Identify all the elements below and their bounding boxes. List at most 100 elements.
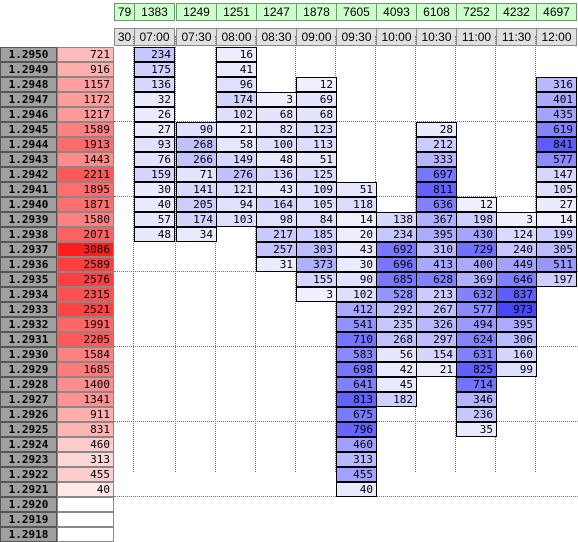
volume-cell: 916 [57,62,114,77]
grid-line [175,36,176,472]
tpo-cell: 646 [496,272,537,287]
tpo-cell: 697 [416,167,457,182]
tpo-cell: 93 [134,137,175,152]
session-total: 1249 [176,3,217,21]
tpo-cell: 528 [376,287,417,302]
time-label[interactable]: 07:00 [134,28,175,46]
volume-cell: 455 [57,467,114,482]
tpo-cell: 12 [456,197,497,212]
tpo-cell: 160 [496,347,537,362]
tpo-cell: 12 [296,77,337,92]
tpo-cell: 40 [336,482,377,497]
volume-cell: 1580 [57,212,114,227]
tpo-cell: 113 [296,137,337,152]
tpo-cell: 636 [416,197,457,212]
tpo-cell: 305 [536,242,577,257]
price-label: 1.2919 [0,512,57,527]
tpo-cell: 28 [416,122,457,137]
tpo-cell: 175 [134,62,175,77]
volume-cell: 1157 [57,77,114,92]
time-label[interactable]: 09:30 [336,28,377,46]
volume-cell: 2205 [57,332,114,347]
tpo-cell: 430 [456,227,497,242]
tpo-cell: 21 [216,122,257,137]
time-label[interactable]: 09:00 [296,28,337,46]
tpo-cell: 43 [256,182,297,197]
tpo-cell: 21 [416,362,457,377]
volume-cell: 2071 [57,227,114,242]
time-label[interactable]: 11:00 [456,28,497,46]
price-label: 1.2944 [0,137,57,152]
tpo-cell: 123 [296,122,337,137]
volume-cell: 1443 [57,152,114,167]
volume-cell: 40 [57,482,114,497]
volume-cell: 1217 [57,107,114,122]
volume-cell: 2211 [57,167,114,182]
tpo-cell: 34 [176,227,217,242]
tpo-cell: 632 [456,287,497,302]
tpo-cell: 136 [256,167,297,182]
tpo-cell: 212 [416,137,457,152]
tpo-cell: 675 [336,407,377,422]
time-label[interactable]: 10:30 [416,28,457,46]
tpo-cell: 90 [336,272,377,287]
price-label: 1.2943 [0,152,57,167]
tpo-cell: 257 [256,242,297,257]
tpo-cell: 619 [536,122,577,137]
price-label: 1.2945 [0,122,57,137]
tpo-cell: 94 [216,197,257,212]
tpo-cell: 297 [416,332,457,347]
time-label[interactable]: 11:30 [496,28,537,46]
session-total: 1383 [134,3,175,21]
time-label[interactable]: 07:30 [176,28,217,46]
tpo-cell: 213 [416,287,457,302]
time-label[interactable]: 10:00 [376,28,417,46]
tpo-cell: 577 [456,302,497,317]
tpo-cell: 14 [336,212,377,227]
session-total: 4093 [376,3,417,21]
session-total: 1251 [216,3,257,21]
tpo-cell: 449 [496,257,537,272]
grid-line [215,36,216,472]
price-label: 1.2918 [0,527,57,542]
tpo-cell: 76 [134,152,175,167]
tpo-cell: 174 [176,212,217,227]
tpo-cell: 729 [456,242,497,257]
time-label[interactable]: 08:00 [216,28,257,46]
volume-cell: 1685 [57,362,114,377]
session-total: 4232 [496,3,537,21]
volume-cell: 2315 [57,287,114,302]
tpo-cell: 395 [416,227,457,242]
time-label[interactable]: 30 [114,28,135,46]
tpo-cell: 35 [456,422,497,437]
volume-cell: 313 [57,452,114,467]
tpo-cell: 333 [416,152,457,167]
price-label: 1.2931 [0,332,57,347]
tpo-cell: 48 [256,152,297,167]
tpo-cell: 20 [336,227,377,242]
grid-line [114,121,578,122]
tpo-cell: 99 [496,362,537,377]
tpo-cell: 100 [256,137,297,152]
tpo-cell: 973 [496,302,537,317]
price-label: 1.2937 [0,242,57,257]
price-label: 1.2930 [0,347,57,362]
price-label: 1.2929 [0,362,57,377]
tpo-cell: 692 [376,242,417,257]
grid-line [133,36,134,472]
tpo-cell: 266 [176,152,217,167]
tpo-cell: 511 [536,257,577,272]
time-label[interactable]: 12:00 [536,28,577,46]
volume-cell [57,512,114,527]
tpo-cell: 98 [256,212,297,227]
price-label: 1.2947 [0,92,57,107]
tpo-cell: 303 [296,242,337,257]
tpo-cell: 395 [496,317,537,332]
price-label: 1.2940 [0,197,57,212]
tpo-cell: 624 [456,332,497,347]
tpo-cell: 841 [536,137,577,152]
tpo-cell: 236 [456,407,497,422]
time-label[interactable]: 08:30 [256,28,297,46]
tpo-cell: 41 [216,62,257,77]
price-label: 1.2932 [0,317,57,332]
